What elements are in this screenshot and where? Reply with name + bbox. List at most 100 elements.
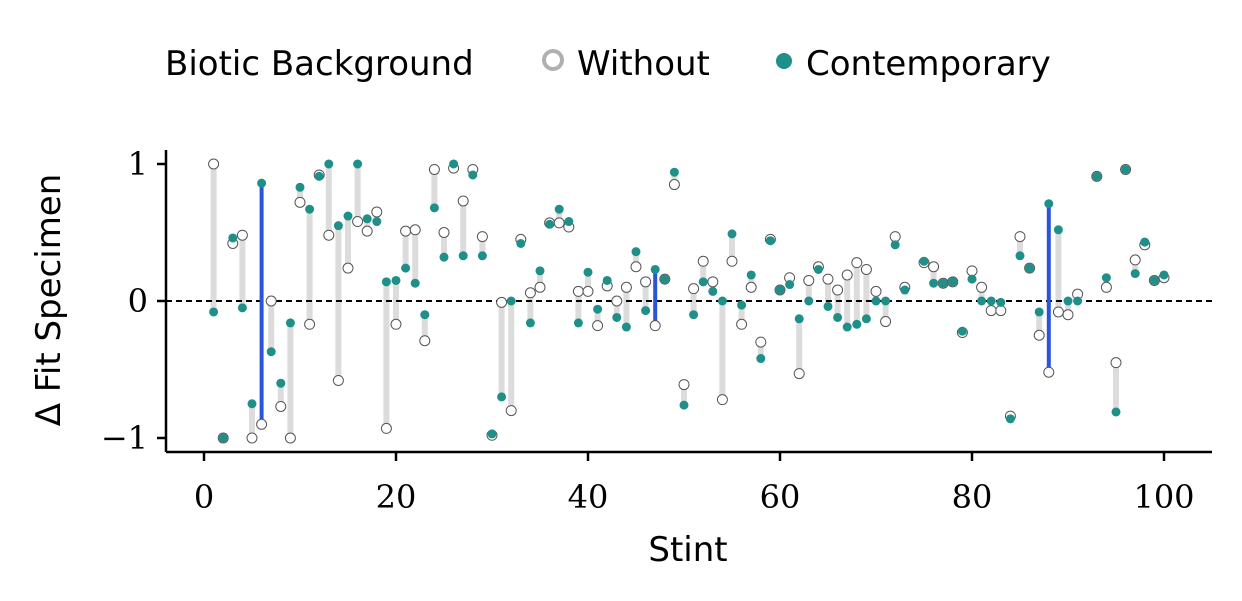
without-point xyxy=(553,217,565,229)
contemporary-point xyxy=(717,296,727,306)
without-point xyxy=(985,305,997,317)
contemporary-point xyxy=(756,354,766,364)
without-point xyxy=(688,283,700,295)
contemporary-point xyxy=(621,322,631,332)
contemporary-point xyxy=(1005,414,1015,424)
without-point xyxy=(976,281,988,293)
without-point xyxy=(294,196,306,208)
legend-title: Biotic Background xyxy=(165,44,474,84)
without-point xyxy=(582,285,594,297)
contemporary-point xyxy=(833,312,843,322)
contemporary-point xyxy=(295,182,305,192)
legend-contemporary-label: Contemporary xyxy=(806,44,1051,84)
contemporary-point xyxy=(573,318,583,328)
without-point xyxy=(428,163,440,175)
contemporary-point xyxy=(967,274,977,284)
without-point xyxy=(236,229,248,241)
without-point xyxy=(755,336,767,348)
without-point xyxy=(246,432,258,444)
without-point xyxy=(534,281,546,293)
contemporary-point xyxy=(881,296,891,306)
contemporary-point xyxy=(247,399,257,409)
contemporary-point xyxy=(785,280,795,290)
contemporary-point xyxy=(593,304,603,314)
without-point xyxy=(841,269,853,281)
contemporary-point xyxy=(986,296,996,306)
contemporary-points xyxy=(209,159,1169,443)
without-point xyxy=(611,295,623,307)
contemporary-point xyxy=(372,217,382,227)
contemporary-point xyxy=(1130,269,1140,279)
without-point xyxy=(1129,254,1141,266)
contemporary-point xyxy=(429,203,439,213)
y-tick-label: 1 xyxy=(128,145,148,183)
contemporary-point xyxy=(1111,407,1121,417)
contemporary-point xyxy=(1149,275,1159,285)
without-point xyxy=(889,231,901,243)
without-point xyxy=(822,273,834,285)
without-point xyxy=(966,265,978,277)
without-point xyxy=(1110,357,1122,369)
contemporary-point xyxy=(525,318,535,328)
without-point xyxy=(649,320,661,332)
contemporary-point xyxy=(977,296,987,306)
contemporary-point xyxy=(679,400,689,410)
without-point xyxy=(524,287,536,299)
without-point xyxy=(371,206,383,218)
x-tick-label: 60 xyxy=(760,478,801,516)
without-point xyxy=(707,276,719,288)
contemporary-point xyxy=(996,297,1006,307)
without-point xyxy=(409,224,421,236)
contemporary-point xyxy=(381,277,391,287)
contemporary-point xyxy=(314,171,324,181)
without-point xyxy=(928,261,940,273)
y-axis-ticks: −1 0 1 xyxy=(101,145,166,457)
without-point xyxy=(265,295,277,307)
without-point xyxy=(323,229,335,241)
without-point xyxy=(496,296,508,308)
highlight-lines xyxy=(259,183,1051,425)
contemporary-point xyxy=(1044,199,1054,209)
x-axis-label: Stint xyxy=(648,530,727,570)
contemporary-point xyxy=(285,318,295,328)
without-point xyxy=(1062,309,1074,321)
contemporary-point xyxy=(1073,296,1083,306)
x-axis-ticks: 0 20 40 60 80 100 xyxy=(194,452,1195,516)
contemporary-point xyxy=(842,322,852,332)
contemporary-point xyxy=(449,159,459,169)
contemporary-point xyxy=(583,267,593,277)
contemporary-point xyxy=(477,251,487,261)
contemporary-point xyxy=(420,310,430,320)
contemporary-point xyxy=(257,178,267,188)
without-point xyxy=(678,379,690,391)
without-point xyxy=(304,318,316,330)
without-point xyxy=(1014,231,1026,243)
contemporary-point xyxy=(391,275,401,285)
contemporary-point xyxy=(439,252,449,262)
y-tick-label: −1 xyxy=(101,419,148,457)
contemporary-point xyxy=(698,277,708,287)
without-point xyxy=(380,422,392,434)
without-point xyxy=(476,231,488,243)
contemporary-point xyxy=(1063,296,1073,306)
without-point xyxy=(361,225,373,237)
without-point xyxy=(668,179,680,191)
contemporary-point xyxy=(266,347,276,357)
contemporary-point xyxy=(228,233,238,243)
contemporary-point xyxy=(804,296,814,306)
contemporary-point xyxy=(362,214,372,224)
contemporary-point xyxy=(1092,171,1102,181)
contemporary-point xyxy=(612,312,622,322)
x-tick-label: 0 xyxy=(194,478,214,516)
without-point xyxy=(592,320,604,332)
contemporary-point xyxy=(708,286,718,296)
contemporary-point xyxy=(765,236,775,246)
without-point xyxy=(745,281,757,293)
contemporary-point xyxy=(794,314,804,324)
contemporary-point xyxy=(1101,273,1111,283)
contemporary-point xyxy=(929,278,939,288)
without-point xyxy=(640,276,652,288)
contemporary-point xyxy=(727,229,737,239)
y-tick-label: 0 xyxy=(128,282,148,320)
